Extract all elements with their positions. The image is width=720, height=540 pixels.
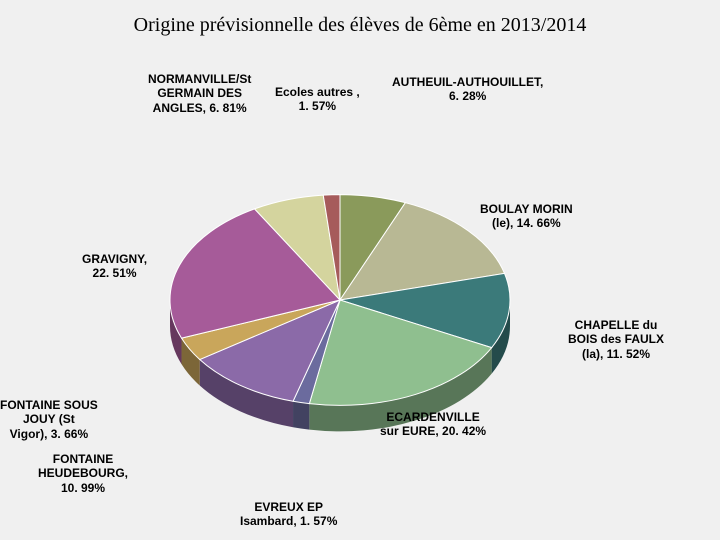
slice-label: ECARDENVILLE sur EURE, 20. 42% bbox=[380, 410, 486, 439]
slice-label: GRAVIGNY, 22. 51% bbox=[82, 252, 147, 281]
slice-label: Ecoles autres , 1. 57% bbox=[275, 85, 360, 114]
pie-side bbox=[293, 401, 309, 429]
slice-label: FONTAINE SOUS JOUY (St Vigor), 3. 66% bbox=[0, 398, 98, 441]
slice-label: EVREUX EP Isambard, 1. 57% bbox=[240, 500, 337, 529]
slice-label: FONTAINE HEUDEBOURG, 10. 99% bbox=[38, 452, 128, 495]
slice-label: NORMANVILLE/St GERMAIN DES ANGLES, 6. 81… bbox=[148, 72, 251, 115]
slice-label: AUTHEUIL-AUTHOUILLET, 6. 28% bbox=[392, 75, 543, 104]
slice-label: BOULAY MORIN (le), 14. 66% bbox=[480, 202, 573, 231]
slice-label: CHAPELLE du BOIS des FAULX (la), 11. 52% bbox=[568, 318, 664, 361]
